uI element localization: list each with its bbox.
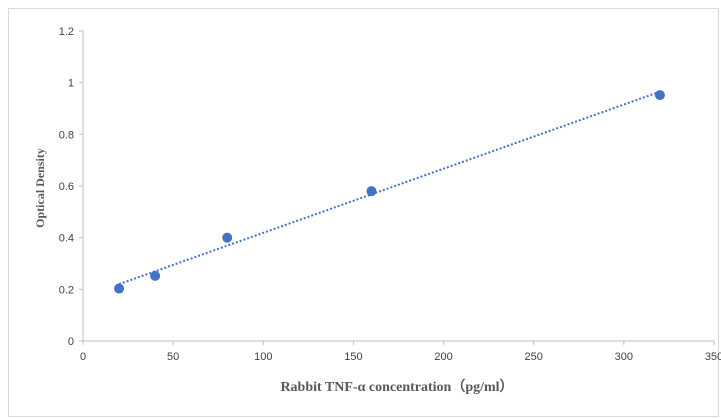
- y-tick-label: 0.2: [59, 284, 74, 296]
- y-tick-label: 0.6: [59, 181, 74, 193]
- x-tick-label: 150: [344, 351, 362, 363]
- x-tick-label: 50: [167, 351, 179, 363]
- data-point: [150, 270, 161, 281]
- x-tick-label: 250: [525, 351, 543, 363]
- chart-frame: [8, 8, 719, 417]
- y-tick-label: 0.4: [59, 233, 74, 245]
- trendline-group: [118, 90, 661, 286]
- trendline: [118, 90, 661, 286]
- data-point: [114, 283, 125, 294]
- axes: [79, 30, 715, 345]
- x-axis-title: Rabbit TNF-α concentration（pg/ml）: [280, 379, 513, 395]
- data-point: [654, 90, 665, 101]
- y-axis-title: Optical Density: [33, 148, 47, 228]
- y-tick-label: 0.8: [59, 129, 74, 141]
- x-tick-label: 0: [80, 351, 86, 363]
- data-point: [366, 186, 377, 197]
- x-tick-label: 350: [705, 351, 721, 363]
- x-tick-label: 300: [615, 351, 633, 363]
- data-points: [114, 90, 665, 294]
- tick-labels: 0 0.2 0.4 0.6 0.8 1 1.2 0 50 100 150 200 250 300 350: [59, 26, 721, 363]
- x-tick-label: 200: [434, 351, 452, 363]
- y-tick-label: 1.2: [59, 26, 74, 38]
- y-tick-label: 1: [68, 78, 74, 90]
- data-point: [222, 232, 233, 243]
- x-tick-label: 100: [254, 351, 272, 363]
- y-tick-label: 0: [68, 336, 74, 348]
